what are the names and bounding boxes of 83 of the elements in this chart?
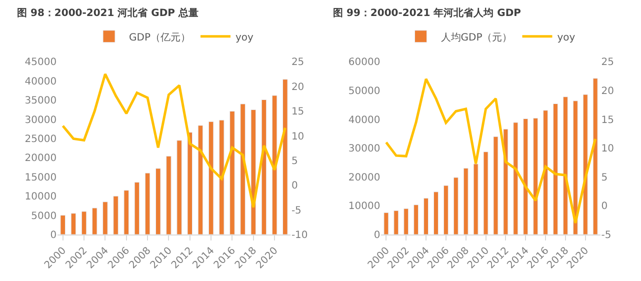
y2-tick-label: -10 bbox=[291, 230, 308, 241]
bar bbox=[384, 212, 389, 234]
y-tick-label: 45000 bbox=[24, 57, 57, 68]
y2-tick-label: 10 bbox=[601, 144, 614, 155]
y2-tick-label: 0 bbox=[291, 180, 298, 192]
bar bbox=[113, 196, 118, 234]
y2-tick-label: 15 bbox=[291, 106, 304, 118]
y-tick-label: 10000 bbox=[24, 192, 57, 203]
bar bbox=[70, 213, 76, 234]
y-tick-label: 10000 bbox=[348, 201, 380, 212]
bar bbox=[208, 121, 214, 234]
y-tick-label: 35000 bbox=[24, 96, 57, 107]
y-tick-label: 40000 bbox=[348, 114, 380, 126]
y2-tick-label: 25 bbox=[601, 57, 614, 68]
bar bbox=[92, 208, 98, 234]
line-series bbox=[62, 72, 286, 209]
bar bbox=[523, 118, 528, 234]
bar bbox=[282, 79, 288, 234]
bar bbox=[562, 96, 568, 234]
bar bbox=[187, 132, 193, 234]
legend-label: 人均GDP（元） bbox=[440, 31, 512, 44]
bar bbox=[394, 210, 399, 234]
bar bbox=[102, 202, 108, 234]
bar bbox=[513, 122, 518, 234]
chart-title: 图 99：2000-2021 年河北省人均 GDP bbox=[333, 7, 522, 19]
y2-tick-label: 20 bbox=[291, 82, 304, 93]
bar bbox=[443, 185, 448, 234]
y-tick-label: 0 bbox=[374, 230, 380, 241]
y-tick-label: 20000 bbox=[24, 153, 57, 164]
y2-tick-label: 20 bbox=[601, 86, 614, 97]
y-tick-label: 40000 bbox=[24, 76, 57, 88]
bar bbox=[404, 208, 409, 234]
bar bbox=[582, 94, 588, 234]
bar bbox=[493, 136, 498, 234]
y2-tick-label: 5 bbox=[291, 156, 298, 167]
bar bbox=[156, 168, 161, 234]
bar bbox=[503, 128, 508, 234]
y-tick-label: 5000 bbox=[31, 210, 57, 222]
y-tick-label: 15000 bbox=[24, 172, 57, 184]
y2-tick-label: 5 bbox=[601, 172, 608, 184]
legend-label: GDP（亿元） bbox=[129, 32, 190, 44]
y-tick-label: 50000 bbox=[348, 86, 380, 97]
bar bbox=[240, 104, 246, 234]
bar bbox=[219, 120, 224, 234]
y-tick-label: 20000 bbox=[348, 172, 380, 184]
y2-tick-label: 0 bbox=[601, 201, 608, 212]
y-tick-label: 60000 bbox=[348, 57, 380, 68]
bar bbox=[198, 125, 204, 234]
bar bbox=[144, 172, 150, 234]
bar bbox=[473, 164, 478, 234]
line-series bbox=[384, 78, 597, 224]
y2-tick-label: -5 bbox=[601, 230, 612, 241]
bar bbox=[424, 198, 429, 234]
bar bbox=[134, 182, 140, 234]
bar bbox=[533, 118, 538, 234]
bar bbox=[81, 211, 87, 234]
bar bbox=[453, 177, 458, 234]
y2-tick-label: -5 bbox=[291, 205, 302, 216]
y-tick-label: 30000 bbox=[24, 114, 57, 126]
y-tick-label: 25000 bbox=[24, 134, 57, 145]
bar bbox=[433, 192, 438, 234]
bar bbox=[60, 215, 66, 234]
y-tick-label: 30000 bbox=[348, 144, 380, 155]
bar bbox=[543, 110, 548, 234]
bar bbox=[592, 78, 598, 234]
chart-title: 图 98：2000-2021 河北省 GDP 总量 bbox=[17, 7, 198, 19]
bar bbox=[124, 190, 129, 234]
bar bbox=[272, 95, 278, 234]
y2-tick-label: 15 bbox=[601, 114, 614, 126]
bar bbox=[572, 100, 578, 234]
bar bbox=[176, 140, 182, 234]
bar bbox=[483, 152, 488, 234]
bar bbox=[463, 168, 468, 234]
legend-label: yoy bbox=[235, 32, 254, 44]
y2-tick-label: 10 bbox=[291, 131, 304, 142]
y2-tick-label: 25 bbox=[291, 57, 304, 68]
bar bbox=[166, 156, 172, 234]
bar bbox=[250, 109, 256, 234]
bar bbox=[230, 110, 235, 234]
bar bbox=[553, 104, 558, 234]
bar bbox=[414, 204, 419, 234]
legend-label: yoy bbox=[557, 32, 576, 44]
y-tick-label: 0 bbox=[50, 230, 57, 241]
